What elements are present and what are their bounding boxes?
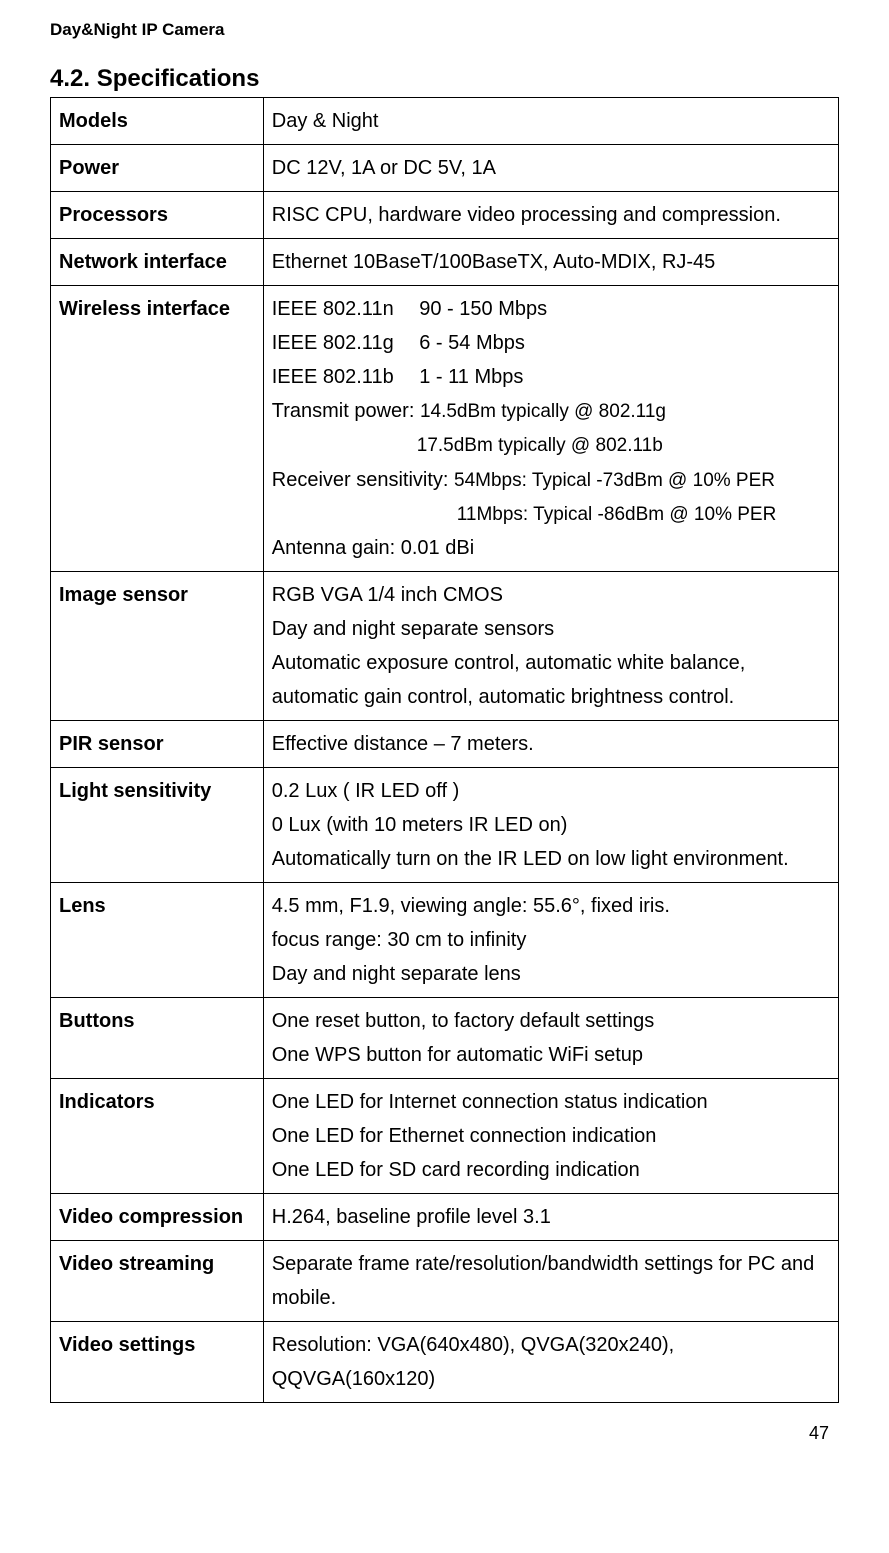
table-row: Light sensitivity 0.2 Lux ( IR LED off )… [51, 768, 839, 883]
spec-text: Receiver sensitivity: [272, 469, 454, 491]
table-row: Video streaming Separate frame rate/reso… [51, 1241, 839, 1322]
section-title: 4.2. Specifications [50, 65, 839, 93]
spec-text: RGB VGA 1/4 inch CMOS [272, 584, 503, 606]
table-row: Power DC 12V, 1A or DC 5V, 1A [51, 145, 839, 192]
table-row: Network interface Ethernet 10BaseT/100Ba… [51, 239, 839, 286]
table-row: Lens 4.5 mm, F1.9, viewing angle: 55.6°,… [51, 883, 839, 998]
spec-text: IEEE 802.11n 90 - 150 Mbps [272, 298, 547, 320]
spec-label: Processors [51, 192, 264, 239]
spec-label: Models [51, 98, 264, 145]
spec-text: 11Mbps: Typical -86dBm @ 10% PER [272, 499, 777, 531]
spec-text: focus range: 30 cm to infinity [272, 929, 527, 951]
spec-label: Lens [51, 883, 264, 998]
spec-label: Buttons [51, 998, 264, 1079]
spec-text: 54Mbps: Typical -73dBm @ 10% PER [454, 470, 775, 491]
spec-value: H.264, baseline profile level 3.1 [263, 1194, 838, 1241]
document-header: Day&Night IP Camera [50, 20, 839, 40]
spec-text: One WPS button for automatic WiFi setup [272, 1044, 643, 1066]
spec-text: One LED for Ethernet connection indicati… [272, 1125, 657, 1147]
spec-label: Image sensor [51, 572, 264, 721]
spec-value: Ethernet 10BaseT/100BaseTX, Auto-MDIX, R… [263, 239, 838, 286]
spec-label: Video streaming [51, 1241, 264, 1322]
spec-label: Light sensitivity [51, 768, 264, 883]
table-row: Wireless interface IEEE 802.11n 90 - 150… [51, 286, 839, 572]
table-row: Indicators One LED for Internet connecti… [51, 1079, 839, 1194]
spec-text: 14.5dBm typically @ 802.11g [420, 401, 666, 422]
spec-text: 0.2 Lux ( IR LED off ) [272, 780, 460, 802]
spec-value: Separate frame rate/resolution/bandwidth… [263, 1241, 838, 1322]
spec-text: Day and night separate sensors [272, 618, 554, 640]
spec-text: IEEE 802.11g 6 - 54 Mbps [272, 332, 525, 354]
spec-text: One LED for Internet connection status i… [272, 1091, 708, 1113]
spec-label: Power [51, 145, 264, 192]
spec-text: IEEE 802.11b 1 - 11 Mbps [272, 366, 524, 388]
table-row: PIR sensor Effective distance – 7 meters… [51, 721, 839, 768]
specifications-table: Models Day & Night Power DC 12V, 1A or D… [50, 97, 839, 1403]
spec-text: Antenna gain: 0.01 dBi [272, 537, 474, 559]
spec-value: IEEE 802.11n 90 - 150 Mbps IEEE 802.11g … [263, 286, 838, 572]
spec-value: One LED for Internet connection status i… [263, 1079, 838, 1194]
spec-value: Day & Night [263, 98, 838, 145]
table-row: Video settings Resolution: VGA(640x480),… [51, 1322, 839, 1403]
spec-value: 0.2 Lux ( IR LED off ) 0 Lux (with 10 me… [263, 768, 838, 883]
spec-text: 17.5dBm typically @ 802.11b [272, 430, 663, 462]
spec-value: Effective distance – 7 meters. [263, 721, 838, 768]
spec-value: DC 12V, 1A or DC 5V, 1A [263, 145, 838, 192]
spec-text: 4.5 mm, F1.9, viewing angle: 55.6°, fixe… [272, 895, 670, 917]
spec-label: Wireless interface [51, 286, 264, 572]
spec-text: 0 Lux (with 10 meters IR LED on) [272, 814, 568, 836]
table-row: Video compression H.264, baseline profil… [51, 1194, 839, 1241]
table-row: Processors RISC CPU, hardware video proc… [51, 192, 839, 239]
spec-text: One reset button, to factory default set… [272, 1010, 654, 1032]
table-row: Buttons One reset button, to factory def… [51, 998, 839, 1079]
table-row: Image sensor RGB VGA 1/4 inch CMOS Day a… [51, 572, 839, 721]
spec-label: Video settings [51, 1322, 264, 1403]
spec-text: Automatically turn on the IR LED on low … [272, 848, 789, 870]
spec-value: One reset button, to factory default set… [263, 998, 838, 1079]
spec-value: Resolution: VGA(640x480), QVGA(320x240),… [263, 1322, 838, 1403]
spec-text: Day and night separate lens [272, 963, 521, 985]
table-row: Models Day & Night [51, 98, 839, 145]
spec-label: Network interface [51, 239, 264, 286]
page-number: 47 [50, 1423, 839, 1444]
spec-label: Indicators [51, 1079, 264, 1194]
spec-text: Transmit power: [272, 400, 420, 422]
spec-label: PIR sensor [51, 721, 264, 768]
spec-value: RGB VGA 1/4 inch CMOS Day and night sepa… [263, 572, 838, 721]
spec-text: Automatic exposure control, automatic wh… [272, 652, 746, 708]
spec-value: 4.5 mm, F1.9, viewing angle: 55.6°, fixe… [263, 883, 838, 998]
spec-text: One LED for SD card recording indication [272, 1159, 640, 1181]
spec-label: Video compression [51, 1194, 264, 1241]
spec-value: RISC CPU, hardware video processing and … [263, 192, 838, 239]
